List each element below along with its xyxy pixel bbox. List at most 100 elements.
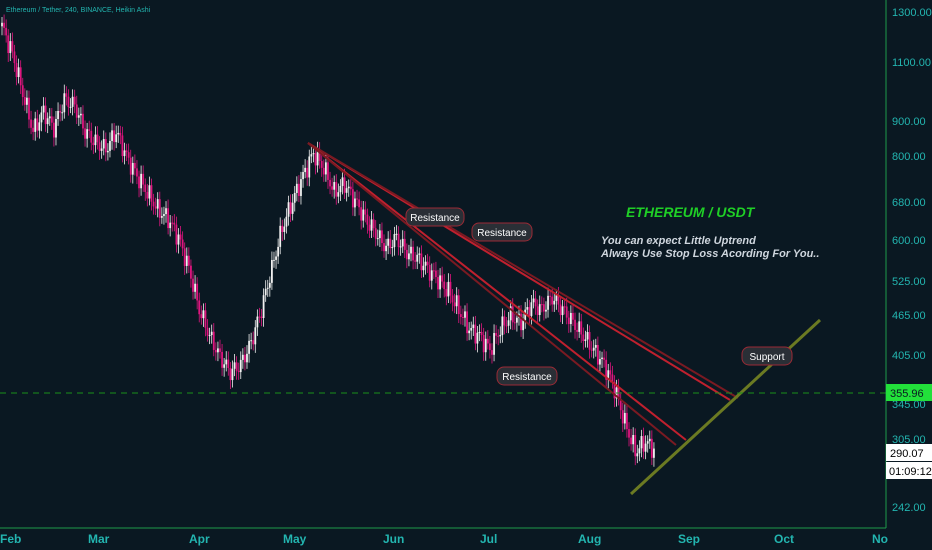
candle-body xyxy=(607,370,610,380)
candle-body xyxy=(5,27,8,36)
candle-body xyxy=(160,216,163,218)
candle-body xyxy=(497,335,500,337)
candle-body xyxy=(621,410,624,424)
candle-body xyxy=(214,349,217,353)
candle-body xyxy=(441,275,444,282)
candle-body xyxy=(457,295,460,315)
candle-body xyxy=(82,113,84,129)
candle-body xyxy=(297,183,300,196)
candle-body xyxy=(630,437,632,445)
chart-title: Ethereum / Tether, 240, BINANCE, Heikin … xyxy=(6,7,151,14)
candle-body xyxy=(476,332,479,344)
candle-body xyxy=(119,132,122,136)
resistance-line-1b xyxy=(307,142,739,399)
price-tick-242: 242.00 xyxy=(892,502,926,514)
month-tick-nov: No xyxy=(872,532,888,546)
candle-body xyxy=(416,254,419,262)
candle-body xyxy=(601,357,603,360)
candle-body xyxy=(354,198,356,208)
candle-body xyxy=(289,202,292,214)
candle-body xyxy=(347,186,350,189)
candle-body xyxy=(314,153,317,166)
candle-body xyxy=(426,261,429,265)
candle-body xyxy=(358,199,361,208)
candle-body xyxy=(584,339,587,342)
candle-body xyxy=(273,259,275,261)
label-support: Support xyxy=(741,346,793,366)
candle-body xyxy=(395,233,398,235)
candle-body xyxy=(495,333,498,336)
candle-body xyxy=(536,306,539,316)
candle-body xyxy=(23,97,26,105)
candle-body xyxy=(129,157,132,175)
candle-body xyxy=(237,370,240,373)
candle-body xyxy=(588,332,591,350)
candle-body xyxy=(123,150,126,157)
candle-body xyxy=(345,188,348,193)
candle-body xyxy=(79,113,82,116)
candle-body xyxy=(462,316,464,318)
candle-body xyxy=(312,153,315,155)
month-tick-mar: Mar xyxy=(88,532,110,546)
last-price-badge: 290.07 xyxy=(886,444,932,461)
candle-body xyxy=(351,189,354,208)
candle-body xyxy=(285,216,288,227)
resistance-line-2b xyxy=(307,142,677,446)
candle-body xyxy=(53,122,55,138)
candle-body xyxy=(125,150,128,153)
candle-body xyxy=(106,150,109,153)
candle-body xyxy=(146,191,149,199)
candle-body xyxy=(30,119,32,128)
candle-body xyxy=(650,438,653,458)
candle-body xyxy=(150,185,153,202)
candle-body xyxy=(542,304,545,312)
candle-body xyxy=(295,183,298,193)
candle-body xyxy=(59,110,62,113)
candle-body xyxy=(239,359,242,373)
candle-body xyxy=(142,173,145,185)
candle-body xyxy=(131,162,134,175)
candle-body xyxy=(266,287,269,289)
candle-body xyxy=(439,275,441,290)
candle-body xyxy=(61,112,64,114)
candle-body xyxy=(636,453,639,457)
candle-body xyxy=(333,182,336,190)
candle-body xyxy=(447,281,450,297)
candle-body xyxy=(264,288,267,296)
price-tick-525: 525.00 xyxy=(892,276,926,288)
svg-text:Resistance: Resistance xyxy=(410,213,460,224)
candle-body xyxy=(208,335,211,337)
candle-body xyxy=(219,348,221,352)
candle-body xyxy=(291,202,294,214)
candle-body xyxy=(378,230,381,239)
candle-body xyxy=(613,381,616,399)
candle-body xyxy=(71,96,74,107)
candle-body xyxy=(165,208,167,215)
candle-body xyxy=(98,142,101,151)
candle-body xyxy=(175,224,178,245)
candle-body xyxy=(364,209,367,215)
candle-body xyxy=(331,186,334,190)
label-resistance-3: Resistance xyxy=(496,366,558,386)
candle-body xyxy=(171,222,174,224)
price-tick-405: 405.00 xyxy=(892,350,926,362)
candle-body xyxy=(287,202,290,217)
price-tick-600: 600.00 xyxy=(892,235,926,247)
candle-body xyxy=(634,435,637,457)
candle-body xyxy=(50,116,53,123)
candle-body xyxy=(491,350,493,355)
candle-body xyxy=(300,179,302,196)
candle-body xyxy=(580,321,583,335)
candle-body xyxy=(32,127,35,132)
candle-body xyxy=(163,214,165,217)
price-tick-800: 800.00 xyxy=(892,151,926,163)
candle-body xyxy=(198,300,201,315)
candle-body xyxy=(302,172,304,180)
candle-body xyxy=(250,340,253,342)
candle-body xyxy=(194,283,196,292)
candle-body xyxy=(275,256,277,260)
candle-body xyxy=(48,116,51,119)
candle-body xyxy=(115,134,118,143)
candle-body xyxy=(322,167,325,175)
